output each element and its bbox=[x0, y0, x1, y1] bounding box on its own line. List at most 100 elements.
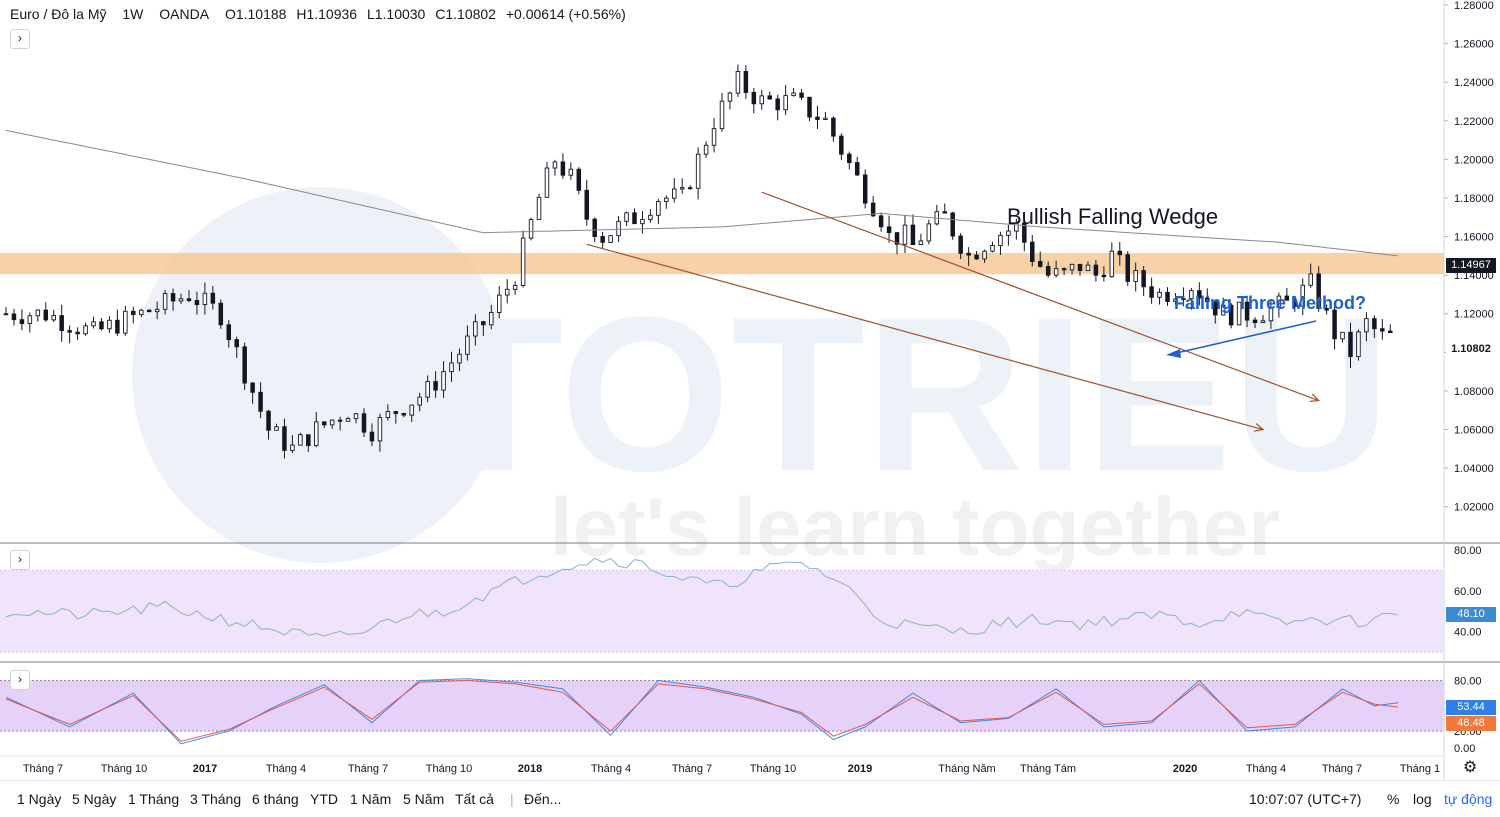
candle-body bbox=[576, 168, 582, 191]
candle-body bbox=[1181, 298, 1186, 301]
candle-body bbox=[878, 215, 884, 228]
candle-body bbox=[441, 371, 446, 391]
candle-body bbox=[1276, 295, 1282, 308]
range-button[interactable]: YTD bbox=[310, 791, 338, 807]
candle-body bbox=[910, 224, 916, 246]
candle-body bbox=[337, 419, 343, 422]
candle-body bbox=[1308, 273, 1313, 286]
candle-body bbox=[489, 312, 494, 326]
time-tick-label: Tháng 7 bbox=[672, 763, 712, 775]
log-toggle[interactable]: log bbox=[1413, 791, 1432, 807]
range-button[interactable]: 3 Tháng bbox=[190, 791, 242, 807]
legend-toggle-rsi[interactable]: › bbox=[10, 550, 30, 570]
symbol-header: Euro / Đô la Mỹ 1W OANDA O1.10188 H1.109… bbox=[10, 6, 632, 22]
candle-body bbox=[592, 218, 597, 237]
candle-body bbox=[982, 250, 987, 260]
candle-body bbox=[1260, 320, 1266, 324]
candle-body bbox=[83, 325, 88, 335]
candle-body bbox=[385, 411, 391, 419]
candle-body bbox=[1332, 309, 1337, 340]
candle-body bbox=[496, 294, 502, 313]
wedge-lower-line bbox=[586, 243, 1264, 431]
range-button[interactable]: 5 Năm bbox=[403, 791, 445, 807]
time-tick-label: 2018 bbox=[518, 763, 542, 775]
price-tick-label: 1.28000 bbox=[1454, 0, 1494, 12]
candle-body bbox=[1006, 230, 1011, 236]
candle-body bbox=[91, 321, 96, 327]
candle-body bbox=[854, 162, 860, 176]
candle-body bbox=[345, 418, 351, 422]
rsi-tick-label: 80.00 bbox=[1454, 545, 1482, 557]
symbol-name[interactable]: Euro / Đô la Mỹ bbox=[10, 6, 107, 22]
range-button[interactable]: Tất cả bbox=[455, 791, 494, 807]
candle-body bbox=[679, 187, 685, 190]
range-button[interactable]: 5 Ngày bbox=[72, 791, 117, 807]
price-tick-label: 1.22000 bbox=[1454, 116, 1494, 128]
candle-body bbox=[51, 315, 56, 321]
time-tick-label: Tháng 7 bbox=[1322, 763, 1362, 775]
range-button[interactable]: 1 Năm bbox=[350, 791, 392, 807]
toolbar-separator: | bbox=[510, 791, 514, 807]
candle-body bbox=[703, 144, 709, 155]
candle-body bbox=[1372, 318, 1377, 330]
range-button[interactable]: 1 Tháng bbox=[128, 791, 180, 807]
range-button[interactable]: 6 tháng bbox=[252, 791, 299, 807]
candle-body bbox=[759, 95, 765, 105]
candle-body bbox=[552, 161, 558, 169]
candle-body bbox=[1228, 304, 1234, 326]
candle-body bbox=[735, 71, 741, 94]
range-button[interactable]: 1 Ngày bbox=[17, 791, 62, 807]
candle-body bbox=[11, 313, 17, 321]
price-tick-label: 1.18000 bbox=[1454, 193, 1494, 205]
candle-body bbox=[425, 381, 430, 398]
clock-label[interactable]: 10:07:07 (UTC+7) bbox=[1249, 791, 1362, 807]
last-price-tag: 1.10802 bbox=[1446, 342, 1496, 357]
price-tick-label: 1.08000 bbox=[1454, 386, 1494, 398]
candle-body bbox=[433, 381, 438, 391]
candle-body bbox=[75, 331, 80, 335]
candle-body bbox=[1388, 330, 1393, 334]
wedge-lower-line-arrowhead bbox=[1254, 423, 1265, 432]
candle-body bbox=[123, 310, 128, 334]
price-tick-label: 1.24000 bbox=[1454, 77, 1494, 89]
candle-body bbox=[1220, 304, 1226, 316]
gear-icon[interactable]: ⚙ bbox=[1463, 759, 1478, 776]
auto-scale-toggle[interactable]: tự động bbox=[1444, 791, 1493, 807]
time-tick-label: 2020 bbox=[1173, 763, 1197, 775]
candle-body bbox=[290, 444, 295, 451]
pattern-pointer-arrowhead bbox=[1166, 349, 1181, 358]
symbol-exchange: OANDA bbox=[159, 6, 210, 22]
legend-toggle-main[interactable]: › bbox=[10, 29, 30, 49]
goto-date-button[interactable]: Đến... bbox=[524, 791, 562, 807]
price-tick-label: 1.16000 bbox=[1454, 232, 1494, 244]
candle-body bbox=[1268, 306, 1274, 322]
candle-body bbox=[719, 100, 725, 130]
candle-body bbox=[974, 254, 979, 260]
candle-body bbox=[1053, 268, 1059, 276]
candle-body bbox=[791, 92, 796, 97]
candle-body bbox=[528, 219, 534, 239]
ohlc-low: L1.10030 bbox=[366, 6, 426, 22]
candle-body bbox=[107, 319, 112, 330]
candle-body bbox=[520, 237, 526, 286]
candle-body bbox=[1030, 241, 1035, 262]
candle-body bbox=[170, 293, 176, 302]
candle-body bbox=[194, 300, 200, 306]
candle-body bbox=[1173, 298, 1178, 302]
percent-toggle[interactable]: % bbox=[1387, 791, 1400, 807]
symbol-interval[interactable]: 1W bbox=[122, 6, 144, 22]
candle-body bbox=[568, 168, 574, 176]
candle-body bbox=[401, 413, 407, 416]
candle-body bbox=[695, 153, 701, 189]
candle-body bbox=[99, 321, 104, 330]
legend-toggle-stoch[interactable]: › bbox=[10, 670, 30, 690]
candle-body bbox=[616, 220, 621, 237]
candle-body bbox=[640, 219, 645, 225]
candle-body bbox=[815, 116, 820, 120]
candle-body bbox=[1141, 270, 1146, 288]
candle-body bbox=[481, 321, 486, 326]
candle-body bbox=[870, 202, 876, 217]
ohlc-open: O1.10188 bbox=[224, 6, 287, 22]
stoch-d-tag: 48.48 bbox=[1446, 716, 1496, 731]
